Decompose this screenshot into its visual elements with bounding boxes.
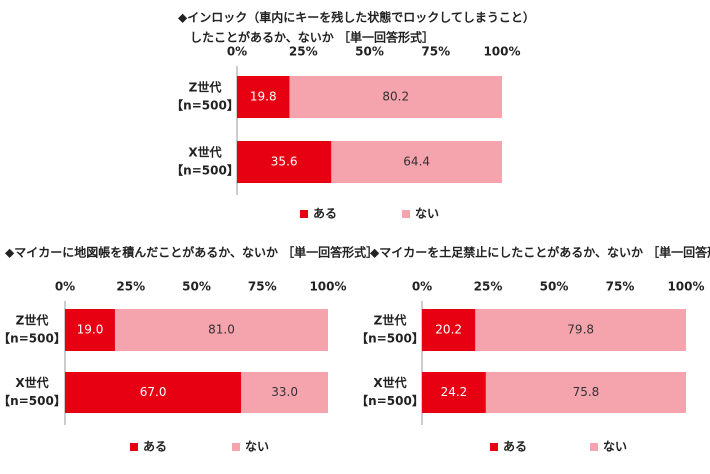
- legend-swatch: [130, 443, 138, 451]
- chart-title: ◆マイカーを土足禁止にしたことがあるか、ないか ［単一回答形式］: [370, 245, 710, 260]
- legend-label: ある: [313, 207, 337, 221]
- x-tick-label: 0%: [412, 280, 432, 294]
- x-tick-label: 75%: [606, 280, 635, 294]
- x-tick-label: 25%: [289, 45, 318, 59]
- bar-segment: [331, 141, 502, 183]
- chart-title: ◆マイカーに地図帳を積んだことがあるか、ないか ［単一回答形式］: [5, 245, 378, 260]
- x-tick-label: 0%: [227, 45, 247, 59]
- legend-swatch: [490, 443, 498, 451]
- bar-segment: [65, 309, 115, 351]
- category-note: 【n=500】: [171, 98, 239, 113]
- x-tick-label: 100%: [309, 280, 346, 294]
- value-label: 35.6: [271, 155, 298, 169]
- category-note: 【n=500】: [0, 393, 66, 408]
- legend-swatch: [300, 210, 308, 218]
- category-label: Z世代: [189, 80, 222, 95]
- x-tick-label: 75%: [248, 280, 277, 294]
- category-note: 【n=500】: [171, 163, 239, 178]
- legend-swatch: [402, 210, 410, 218]
- value-label: 19.8: [250, 90, 277, 104]
- bar-segment: [485, 372, 686, 413]
- bar-segment: [237, 141, 332, 183]
- category-note: 【n=500】: [356, 393, 424, 408]
- value-label: 33.0: [271, 385, 298, 399]
- bar-segment: [241, 372, 328, 413]
- bar-segment: [422, 372, 486, 413]
- legend-swatch: [232, 443, 240, 451]
- chart-title: したことがあるか、ないか ［単一回答形式］: [190, 30, 434, 45]
- x-tick-label: 75%: [421, 45, 450, 59]
- value-label: 79.8: [567, 323, 594, 337]
- x-tick-label: 50%: [355, 45, 384, 59]
- x-tick-label: 0%: [55, 280, 75, 294]
- legend-swatch: [590, 443, 598, 451]
- bar-segment: [114, 309, 328, 351]
- x-tick-label: 100%: [483, 45, 520, 59]
- value-label: 75.8: [573, 385, 600, 399]
- category-label: Z世代: [374, 313, 407, 328]
- legend-label: ない: [415, 207, 439, 221]
- legend-label: ある: [503, 440, 527, 454]
- x-tick-label: 100%: [667, 280, 704, 294]
- x-tick-label: 50%: [182, 280, 211, 294]
- category-note: 【n=500】: [0, 331, 66, 346]
- x-tick-label: 50%: [540, 280, 569, 294]
- value-label: 24.2: [441, 385, 468, 399]
- legend-label: ない: [245, 440, 269, 454]
- category-label: X世代: [15, 375, 48, 390]
- bar-segment: [475, 309, 686, 351]
- bar-segment: [65, 372, 242, 413]
- bar-segment: [237, 76, 290, 118]
- legend-label: ある: [143, 440, 167, 454]
- legend-label: ない: [603, 440, 627, 454]
- x-tick-label: 25%: [474, 280, 503, 294]
- category-note: 【n=500】: [356, 331, 424, 346]
- category-label: X世代: [188, 145, 221, 160]
- bar-segment: [289, 76, 502, 118]
- value-label: 64.4: [403, 155, 430, 169]
- value-label: 19.0: [77, 323, 104, 337]
- category-label: Z世代: [16, 313, 49, 328]
- value-label: 80.2: [382, 90, 409, 104]
- x-tick-label: 25%: [116, 280, 145, 294]
- value-label: 20.2: [435, 323, 462, 337]
- value-label: 81.0: [208, 323, 235, 337]
- category-label: X世代: [373, 375, 406, 390]
- chart-title: ◆インロック（車内にキーを残した状態でロックしてしまうこと）: [178, 10, 535, 25]
- bar-segment: [422, 309, 476, 351]
- value-label: 67.0: [140, 385, 167, 399]
